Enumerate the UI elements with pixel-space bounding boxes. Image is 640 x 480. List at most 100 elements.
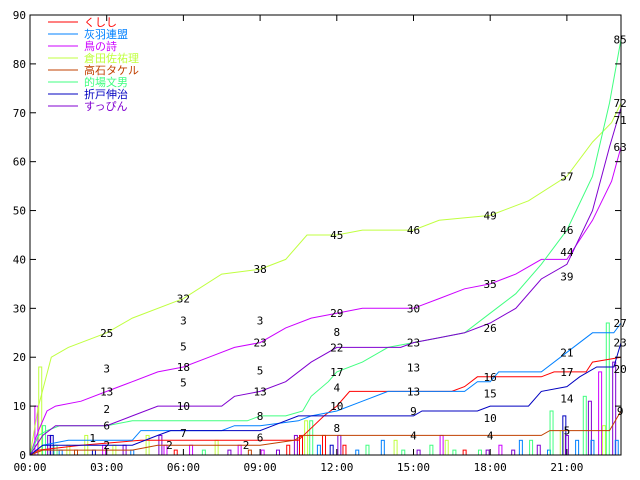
count-bar — [355, 449, 360, 456]
y-tick-label: 30 — [13, 302, 26, 315]
count-bar — [237, 444, 242, 456]
data-label: 23 — [614, 337, 627, 350]
data-label: 5 — [180, 377, 187, 390]
count-bar — [416, 449, 421, 456]
data-label: 20 — [614, 363, 627, 376]
data-label: 2 — [166, 439, 173, 452]
data-label: 44 — [560, 246, 574, 259]
count-bar — [130, 449, 135, 456]
count-bar — [173, 449, 178, 456]
data-label: 46 — [407, 224, 420, 237]
count-bar — [444, 439, 449, 456]
count-bar — [365, 444, 370, 456]
legend-entry: 高石タケル — [84, 63, 139, 77]
count-bar — [462, 449, 467, 456]
data-label: 27 — [614, 317, 627, 330]
data-label: 2 — [103, 439, 110, 452]
legend-entry: すっぴん — [84, 100, 128, 113]
count-bar — [337, 434, 342, 456]
data-label: 3 — [103, 362, 110, 375]
data-label: 21 — [560, 346, 573, 359]
data-label: 29 — [330, 307, 343, 320]
data-label: 23 — [407, 337, 420, 350]
data-label: 71 — [614, 114, 627, 127]
data-label: 23 — [253, 337, 266, 350]
count-bar — [536, 444, 541, 456]
data-label: 13 — [253, 385, 266, 398]
data-label: 1 — [89, 432, 96, 445]
count-bar — [304, 420, 309, 456]
count-bar — [614, 439, 619, 456]
y-tick-label: 50 — [13, 205, 26, 218]
count-bar — [529, 439, 534, 456]
x-tick-label: 06:00 — [167, 461, 200, 474]
axes: 0 10 20 30 40 50 60 70 80 90 00:00 03:00 06:00 09:00 1… — [13, 9, 621, 474]
data-label: 72 — [614, 97, 627, 110]
data-label: 6 — [257, 432, 264, 445]
data-label: 10 — [330, 400, 343, 413]
data-label: 35 — [484, 278, 497, 291]
data-label: 46 — [560, 224, 573, 237]
count-bar — [498, 444, 503, 456]
data-label: 45 — [330, 229, 343, 242]
data-label: 8 — [333, 422, 340, 435]
y-tick-label: 20 — [13, 351, 26, 364]
x-tick-label: 00:00 — [13, 461, 46, 474]
count-bar — [549, 410, 554, 456]
count-bar — [275, 449, 280, 456]
x-tick-label: 21:00 — [550, 461, 583, 474]
count-bar — [322, 434, 327, 456]
data-label: 7 — [180, 427, 187, 440]
x-tick-label: 03:00 — [90, 461, 123, 474]
count-bar — [401, 449, 406, 456]
count-bar — [439, 434, 444, 456]
x-tick-label: 12:00 — [320, 461, 353, 474]
data-label: 30 — [407, 302, 420, 315]
data-label: 13 — [407, 361, 420, 374]
data-label: 10 — [484, 412, 497, 425]
count-bar — [598, 371, 603, 456]
series-line — [29, 410, 622, 456]
legend-entry: くしし — [84, 16, 117, 29]
legend-entry: 的場文男 — [84, 75, 128, 89]
data-label: 17 — [330, 366, 343, 379]
data-label: 38 — [253, 263, 266, 276]
y-tick-label: 70 — [13, 107, 26, 120]
data-label: 5 — [564, 425, 571, 438]
count-bar — [582, 395, 587, 456]
data-label: 18 — [177, 361, 190, 374]
x-tick-label: 15:00 — [397, 461, 430, 474]
y-tick-label: 60 — [13, 156, 26, 169]
data-label: 63 — [614, 141, 627, 154]
data-label: 6 — [103, 420, 110, 433]
count-bar — [393, 439, 398, 456]
data-labels-layer: 2513632213218107553238231386532452922171… — [89, 33, 626, 452]
count-bar — [91, 449, 96, 456]
data-label: 9 — [410, 405, 417, 418]
data-label: 49 — [484, 209, 497, 222]
data-label: 9 — [617, 405, 624, 418]
series-line — [29, 342, 622, 456]
series-line — [29, 102, 622, 456]
count-bar — [260, 449, 265, 456]
count-bar — [227, 449, 232, 456]
data-label: 8 — [257, 410, 264, 423]
series-line — [29, 322, 622, 456]
data-label: 13 — [100, 385, 113, 398]
count-bar — [329, 444, 334, 456]
legend-entry: 折戸伸治 — [84, 87, 128, 101]
count-bar — [58, 449, 63, 456]
data-label: 14 — [560, 393, 574, 406]
count-bar — [575, 439, 580, 456]
data-label: 17 — [560, 366, 573, 379]
x-tick-label: 09:00 — [244, 461, 277, 474]
data-label: 3 — [257, 314, 264, 327]
count-bar — [316, 444, 321, 456]
y-tick-label: 0 — [19, 449, 26, 462]
data-label: 13 — [407, 385, 420, 398]
data-label: 2 — [243, 439, 250, 452]
count-bar — [309, 420, 314, 456]
legend-entry: 灰羽連盟 — [84, 27, 128, 41]
count-bar — [74, 449, 79, 456]
